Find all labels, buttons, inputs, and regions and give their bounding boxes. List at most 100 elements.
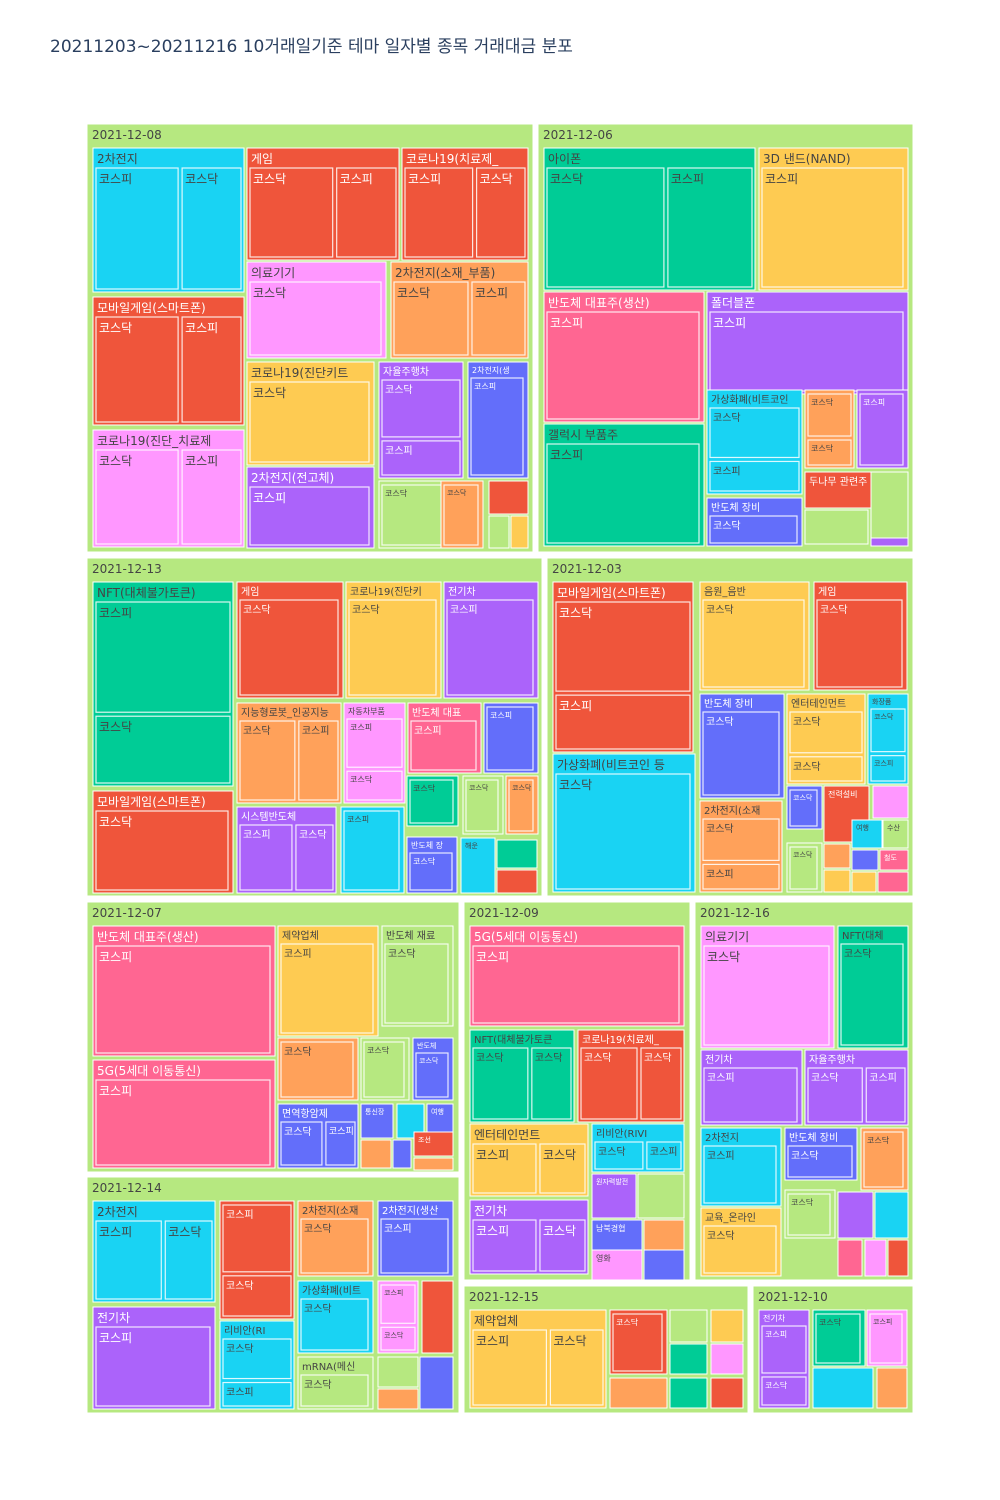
market-rect[interactable] (667, 167, 753, 288)
market-rect[interactable] (239, 720, 296, 801)
market-rect[interactable] (384, 943, 449, 1024)
market-rect[interactable] (546, 167, 665, 288)
theme-tile[interactable] (377, 1388, 419, 1410)
market-rect[interactable] (703, 945, 830, 1046)
theme-rect[interactable] (591, 1219, 643, 1251)
theme-tile[interactable]: 코스닥 (277, 1037, 359, 1101)
market-rect[interactable] (815, 1313, 861, 1364)
market-rect[interactable] (702, 599, 805, 688)
market-rect[interactable] (95, 449, 179, 545)
market-rect[interactable] (472, 1143, 537, 1194)
theme-rect[interactable] (591, 1173, 637, 1219)
theme-tile[interactable]: 코스피 (856, 389, 909, 469)
market-rect[interactable] (531, 1047, 572, 1120)
theme-rect[interactable] (360, 1139, 392, 1169)
market-rect[interactable] (295, 824, 334, 891)
theme-tile[interactable] (877, 871, 909, 893)
theme-tile[interactable]: 2차전지(전고체) 코스피 (246, 466, 375, 549)
theme-tile[interactable]: 교육_온라인 코스닥 (700, 1207, 782, 1277)
theme-rect[interactable] (851, 819, 883, 849)
market-rect[interactable] (546, 311, 700, 420)
theme-rect[interactable] (823, 869, 851, 893)
theme-tile[interactable]: 코스닥 (440, 480, 484, 549)
theme-tile[interactable]: 5G(5세대 이동통신) 코스피 (92, 1059, 276, 1169)
market-rect[interactable] (381, 379, 461, 438)
market-rect[interactable] (181, 167, 242, 290)
theme-rect[interactable] (710, 1343, 744, 1375)
market-rect[interactable] (181, 316, 242, 423)
market-rect[interactable] (239, 824, 293, 891)
theme-tile[interactable]: 코스피 (483, 702, 539, 774)
theme-tile[interactable]: 코로나19(치료제_ 코스닥 코스닥 (577, 1029, 685, 1123)
theme-tile[interactable] (392, 1139, 412, 1169)
theme-rect[interactable] (669, 1343, 708, 1375)
market-rect[interactable] (95, 167, 179, 290)
theme-tile[interactable] (823, 869, 851, 893)
market-rect[interactable] (863, 1131, 904, 1188)
theme-tile[interactable]: 남북경협 (591, 1219, 643, 1251)
theme-tile[interactable] (812, 1367, 874, 1409)
theme-tile[interactable]: 원자력발전 (591, 1173, 637, 1219)
theme-rect[interactable] (879, 849, 909, 871)
theme-tile[interactable]: 코로나19(치료제_ 코스피 코스닥 (401, 147, 529, 261)
theme-tile[interactable] (710, 1343, 744, 1375)
theme-rect[interactable] (876, 1367, 908, 1409)
theme-tile[interactable] (643, 1219, 685, 1251)
theme-tile[interactable] (851, 871, 877, 893)
market-rect[interactable] (472, 1329, 548, 1406)
market-rect[interactable] (380, 1326, 416, 1351)
market-rect[interactable] (336, 167, 397, 258)
market-rect[interactable] (472, 945, 680, 1024)
theme-tile[interactable]: 5G(5세대 이동통신) 코스피 (469, 925, 685, 1027)
market-rect[interactable] (816, 599, 903, 688)
theme-tile[interactable] (609, 1377, 668, 1409)
market-rect[interactable] (612, 1313, 663, 1372)
market-rect[interactable] (555, 694, 691, 750)
market-rect[interactable] (807, 393, 852, 437)
market-rect[interactable] (222, 1204, 292, 1273)
theme-tile[interactable] (874, 1191, 909, 1239)
theme-tile[interactable] (496, 839, 538, 869)
market-rect[interactable] (580, 1047, 638, 1120)
market-rect[interactable] (415, 1052, 449, 1098)
market-rect[interactable] (280, 943, 374, 1034)
theme-tile[interactable] (837, 1239, 863, 1277)
market-rect[interactable] (789, 789, 818, 827)
market-rect[interactable] (95, 945, 271, 1054)
theme-tile[interactable]: 영화 (591, 1249, 643, 1281)
theme-tile[interactable] (887, 1239, 909, 1277)
theme-rect[interactable] (710, 1377, 744, 1409)
market-rect[interactable] (300, 1218, 369, 1274)
theme-tile[interactable] (823, 843, 851, 869)
theme-rect[interactable] (812, 1367, 874, 1409)
market-rect[interactable] (95, 1220, 162, 1300)
theme-tile[interactable] (872, 785, 909, 819)
theme-tile[interactable] (637, 1173, 685, 1219)
theme-rect[interactable] (413, 1131, 454, 1157)
market-rect[interactable] (472, 1047, 529, 1120)
theme-tile[interactable] (413, 1157, 454, 1171)
